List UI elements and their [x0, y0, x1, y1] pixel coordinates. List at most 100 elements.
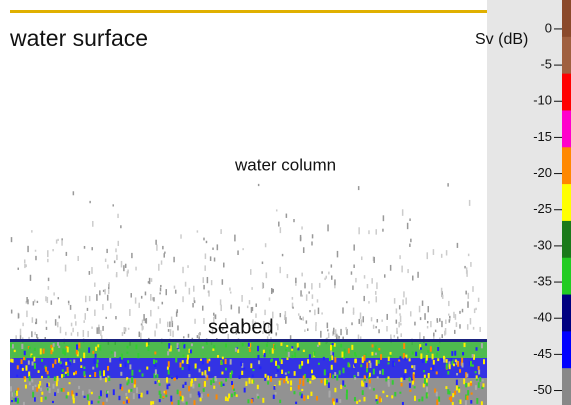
- seabed-pixel: [131, 377, 134, 383]
- seabed-pixel: [189, 349, 192, 354]
- seabed-pixel: [302, 349, 305, 353]
- seabed-pixel: [279, 399, 282, 404]
- echo-pixel: [363, 275, 366, 279]
- echo-pixel: [454, 314, 457, 320]
- seabed-pixel: [179, 390, 182, 397]
- seabed-pixel: [207, 393, 210, 397]
- seabed-pixel: [454, 350, 457, 356]
- seabed-pixel: [147, 345, 150, 352]
- seabed-pixel: [188, 374, 191, 378]
- echo-pixel: [386, 326, 388, 332]
- echo-pixel: [102, 304, 104, 311]
- seabed-pixel: [59, 361, 62, 364]
- colorbar-tick-label: -25: [533, 201, 552, 216]
- seabed-pixel: [297, 385, 300, 390]
- seabed-pixel: [53, 376, 56, 381]
- echo-pixel: [26, 310, 28, 318]
- seabed-pixel: [122, 401, 125, 405]
- echo-pixel: [89, 200, 91, 204]
- seabed-pixel: [340, 384, 343, 389]
- seabed-pixel: [343, 348, 346, 354]
- echo-pixel: [396, 331, 398, 335]
- echo-pixel: [276, 323, 278, 326]
- seabed-pixel: [480, 343, 483, 349]
- seabed-pixel: [83, 374, 86, 378]
- seabed-pixel: [385, 377, 388, 382]
- seabed-pixel: [264, 377, 267, 381]
- seabed-pixel: [308, 354, 311, 360]
- seabed-pixel: [477, 382, 480, 388]
- seabed-pixel: [389, 353, 392, 358]
- echo-pixel: [277, 324, 279, 331]
- seabed-pixel: [60, 363, 63, 367]
- seabed-pixel: [281, 369, 284, 374]
- seabed-pixel: [442, 355, 445, 360]
- seabed-pixel: [306, 378, 309, 383]
- seabed-pixel: [131, 369, 134, 376]
- echo-pixel: [32, 301, 35, 306]
- echo-pixel: [315, 325, 317, 332]
- echo-pixel: [34, 249, 37, 252]
- echo-pixel: [10, 309, 13, 314]
- seabed-pixel: [286, 344, 289, 348]
- seabed-pixel: [303, 373, 306, 379]
- seabed-pixel: [299, 364, 302, 369]
- echo-pixel: [29, 274, 32, 281]
- seabed-pixel: [13, 349, 16, 353]
- echo-pixel: [436, 320, 439, 323]
- echo-pixel: [337, 334, 339, 341]
- echo-pixel: [54, 319, 57, 326]
- seabed-pixel: [312, 375, 315, 380]
- seabed-pixel: [63, 349, 66, 356]
- echo-pixel: [83, 320, 85, 323]
- seabed-pixel: [343, 384, 346, 387]
- echo-pixel: [419, 332, 421, 340]
- seabed-pixel: [360, 364, 363, 368]
- echo-pixel: [465, 290, 467, 295]
- echo-pixel: [340, 328, 342, 336]
- seabed-pixel: [24, 384, 27, 389]
- echo-pixel: [177, 325, 179, 331]
- echo-pixel: [222, 327, 224, 331]
- seabed-pixel: [65, 345, 68, 349]
- colorbar-label: Sv (dB): [475, 31, 528, 48]
- seabed-pixel: [170, 376, 173, 379]
- echo-pixel: [123, 265, 125, 272]
- echo-pixel: [64, 264, 67, 272]
- seabed-pixel: [153, 373, 156, 379]
- seabed-pixel: [478, 369, 481, 375]
- seabed-pixel: [437, 347, 440, 351]
- seabed-pixel: [380, 354, 383, 360]
- echo-pixel: [140, 323, 143, 326]
- echo-pixel: [182, 336, 185, 339]
- echo-pixel: [275, 209, 278, 212]
- seabed-pixel: [51, 400, 54, 404]
- seabed-pixel: [471, 353, 474, 358]
- seabed-pixel: [365, 382, 368, 388]
- seabed-pixel: [243, 387, 246, 393]
- seabed-pixel: [448, 364, 451, 370]
- seabed-pixel: [58, 345, 61, 348]
- seabed-pixel: [278, 380, 281, 386]
- echo-pixel: [140, 332, 142, 340]
- echo-pixel: [454, 329, 456, 334]
- seabed-pixel: [75, 349, 78, 355]
- seabed-pixel: [67, 370, 70, 376]
- seabed-pixel: [150, 401, 153, 405]
- seabed-pixel: [233, 391, 236, 396]
- echo-pixel: [246, 305, 249, 309]
- seabed-pixel: [62, 373, 65, 378]
- echo-pixel: [389, 264, 392, 271]
- echo-pixel: [363, 295, 365, 302]
- seabed-pixel: [279, 357, 282, 362]
- echo-pixel: [251, 287, 253, 290]
- seabed-pixel: [204, 381, 207, 387]
- seabed-pixel: [188, 385, 191, 392]
- seabed-pixel: [176, 342, 179, 349]
- echo-pixel: [304, 329, 306, 332]
- echo-pixel: [77, 255, 79, 261]
- seabed-pixel: [202, 388, 205, 392]
- seabed-pixel: [425, 378, 428, 384]
- echo-pixel: [45, 326, 48, 330]
- echo-pixel: [472, 326, 475, 330]
